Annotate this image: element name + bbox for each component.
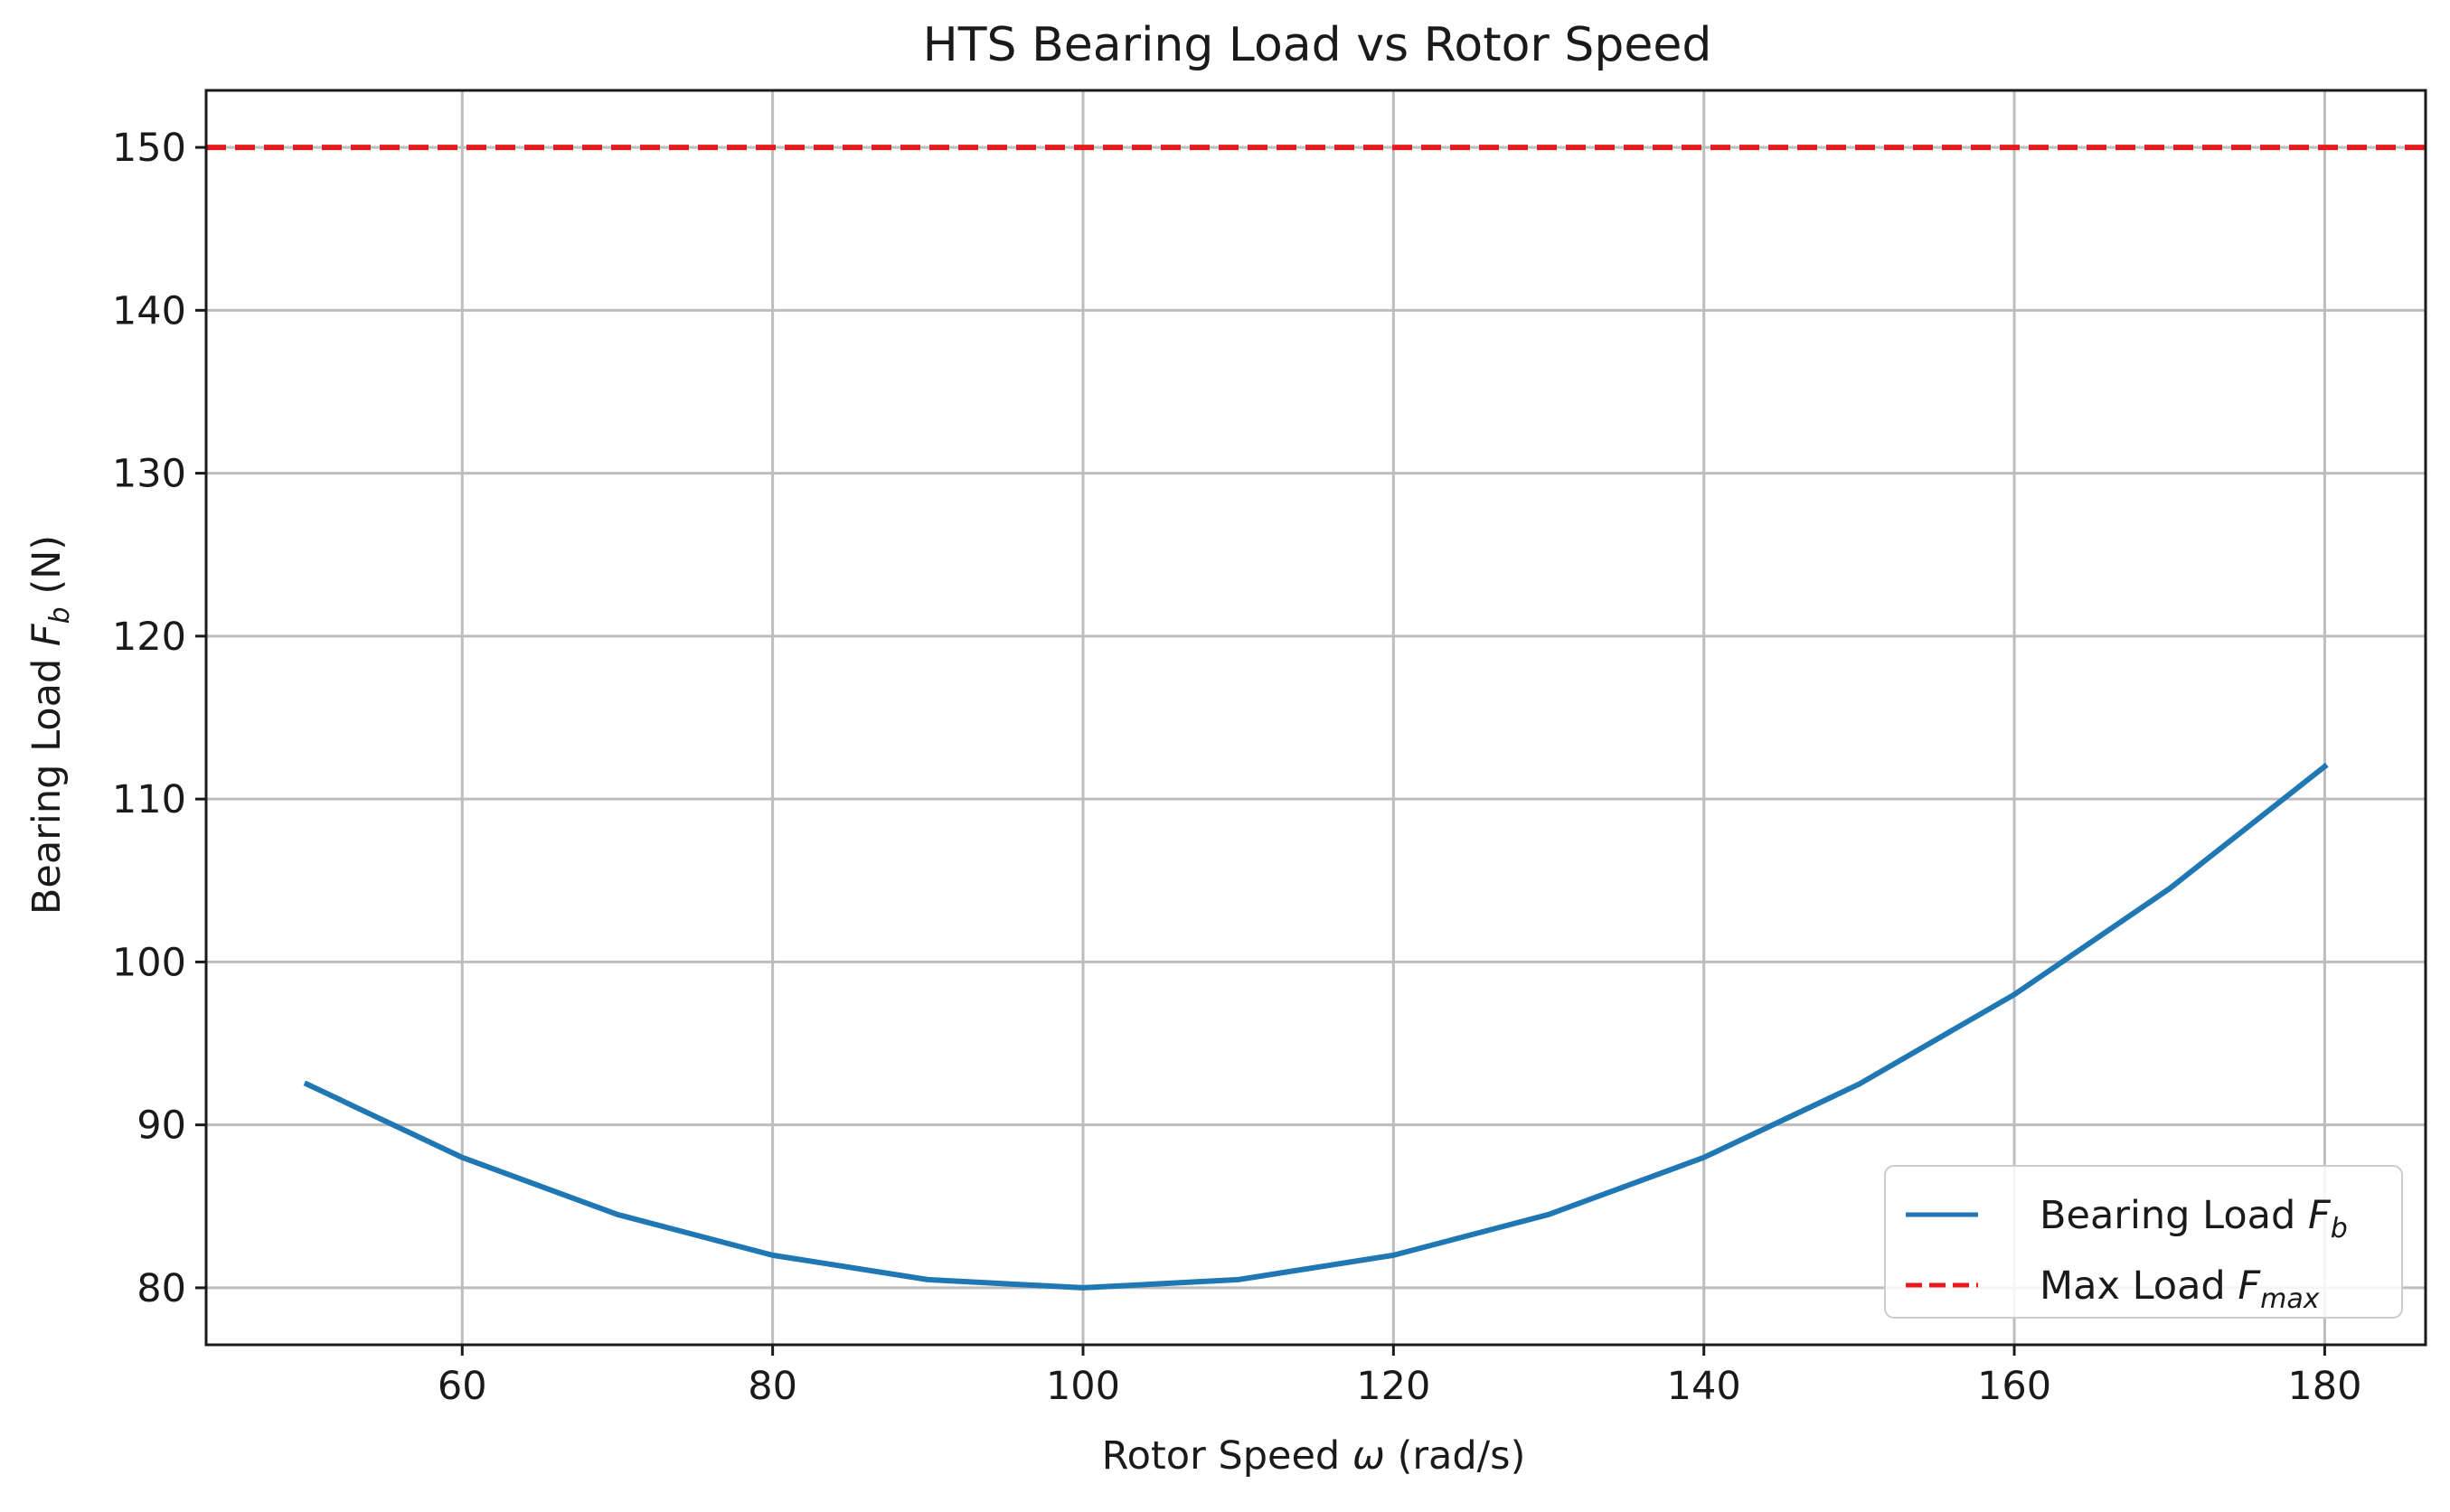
x-axis-label: Rotor Speed ω (rad/s) xyxy=(1102,1433,1526,1479)
y-tick-label: 150 xyxy=(112,126,186,171)
y-axis-label-sub: b xyxy=(44,606,76,624)
legend-label-max-load: Max Load Fmax xyxy=(2040,1263,2320,1315)
y-tick-label: 120 xyxy=(112,615,186,660)
legend: Bearing Load Fb Max Load Fmax xyxy=(1884,1165,2403,1319)
x-tick-label: 180 xyxy=(2287,1364,2361,1409)
y-axis-label-main: Bearing Load xyxy=(24,646,70,915)
x-axis-label-unit: (rad/s) xyxy=(1385,1433,1525,1479)
series-layer xyxy=(206,145,2426,1291)
x-tick-label: 160 xyxy=(1977,1364,2051,1409)
chart-title: HTS Bearing Load vs Rotor Speed xyxy=(923,18,1712,72)
y-tick-label: 110 xyxy=(112,777,186,822)
legend-label-bearing-load: Bearing Load Fb xyxy=(2040,1193,2348,1244)
legend-box xyxy=(1884,1165,2403,1319)
y-axis-label: Bearing Load Fb (N) xyxy=(24,535,76,915)
y-tick-label: 140 xyxy=(112,288,186,333)
y-tick-label: 80 xyxy=(137,1266,186,1311)
series-line-bearing-load xyxy=(303,762,2329,1291)
x-tick-label: 100 xyxy=(1046,1364,1120,1409)
x-tick-label: 120 xyxy=(1356,1364,1430,1409)
y-axis-label-symbol: F xyxy=(24,623,70,646)
y-tick-label: 90 xyxy=(137,1103,186,1149)
plot-frame xyxy=(204,89,2427,1347)
axis-ticks: 60 80 100 120 140 160 180 80 90 100 110 120 130 140 15… xyxy=(112,126,2362,1409)
y-tick-label: 130 xyxy=(112,452,186,497)
x-tick-label: 60 xyxy=(438,1364,487,1409)
x-tick-label: 80 xyxy=(748,1364,797,1409)
y-tick-label: 100 xyxy=(112,940,186,985)
y-axis-label-unit: (N) xyxy=(24,535,70,606)
x-axis-label-main: Rotor Speed xyxy=(1102,1433,1352,1479)
x-tick-label: 140 xyxy=(1667,1364,1741,1409)
x-axis-label-symbol: ω xyxy=(1352,1433,1385,1479)
